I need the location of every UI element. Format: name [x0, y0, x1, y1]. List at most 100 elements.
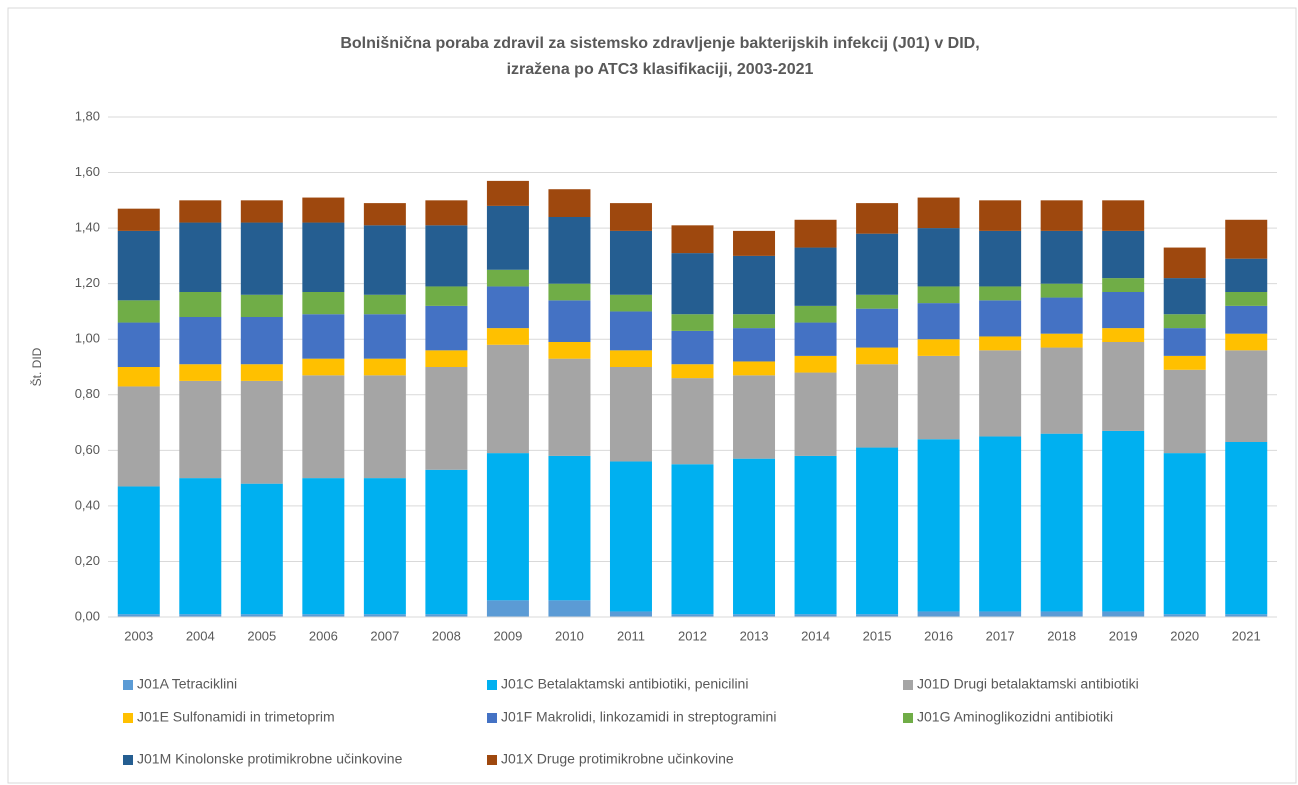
- x-tick-label: 2009: [493, 628, 522, 643]
- bar-segment: [733, 255, 776, 315]
- x-tick-label: 2016: [924, 628, 953, 643]
- bar-segment: [671, 378, 714, 465]
- x-tick-label: 2011: [617, 628, 645, 643]
- legend-label: J01M Kinolonske protimikrobne učinkovine: [137, 751, 403, 767]
- bar-segment: [117, 614, 160, 617]
- bar-segment: [1102, 230, 1145, 279]
- chart-title: Bolnišnična poraba zdravil za sistemsko …: [340, 35, 979, 52]
- y-tick-label: 0,60: [75, 442, 100, 457]
- bar-segment: [917, 286, 960, 304]
- x-tick-label: 2006: [309, 628, 338, 643]
- bar-segment: [240, 380, 283, 484]
- bar-segment: [179, 317, 222, 365]
- bar-segment: [363, 203, 406, 226]
- bar-segment: [1225, 219, 1268, 259]
- x-tick-label: 2019: [1109, 628, 1138, 643]
- bar-segment: [917, 439, 960, 612]
- bar-segment: [1163, 614, 1206, 617]
- bar-segment: [548, 455, 591, 601]
- bar-segment: [856, 308, 899, 348]
- y-tick-label: 0,00: [75, 608, 100, 623]
- bar-segment: [302, 358, 345, 376]
- bar-segment: [1163, 369, 1206, 454]
- bar-segment: [486, 344, 529, 454]
- bar-segment: [302, 292, 345, 315]
- bar-segment: [609, 350, 652, 367]
- bar-segment: [856, 233, 899, 295]
- bar-segment: [486, 205, 529, 270]
- legend-swatch: [487, 755, 497, 765]
- legend-swatch: [123, 713, 133, 723]
- bar-segment: [794, 219, 837, 248]
- bar-segment: [363, 294, 406, 315]
- bar-segment: [1163, 328, 1206, 356]
- bar-segment: [117, 208, 160, 231]
- x-tick-label: 2021: [1232, 628, 1261, 643]
- bar-segment: [486, 600, 529, 617]
- legend-label: J01D Drugi betalaktamski antibiotiki: [917, 676, 1139, 692]
- legend-label: J01X Druge protimikrobne učinkovine: [501, 751, 734, 767]
- x-tick-label: 2015: [863, 628, 892, 643]
- bar-segment: [609, 461, 652, 612]
- bar-segment: [486, 269, 529, 287]
- x-tick-label: 2014: [801, 628, 830, 643]
- bar-segment: [671, 253, 714, 315]
- bar-segment: [1040, 230, 1083, 284]
- bar-segment: [794, 372, 837, 456]
- x-tick-label: 2008: [432, 628, 461, 643]
- bar-segment: [1040, 297, 1083, 334]
- bar-segment: [548, 217, 591, 284]
- legend-swatch: [123, 755, 133, 765]
- bar-segment: [179, 380, 222, 479]
- bar-segment: [425, 350, 468, 367]
- bar-segment: [609, 294, 652, 312]
- bar-segment: [179, 364, 222, 381]
- bar-segment: [425, 305, 468, 351]
- bar-segment: [794, 614, 837, 617]
- bar-segment: [1040, 611, 1083, 617]
- bar-segment: [179, 200, 222, 223]
- y-tick-label: 1,20: [75, 275, 100, 290]
- bar-segment: [302, 197, 345, 223]
- x-tick-label: 2020: [1170, 628, 1199, 643]
- bar-segment: [486, 180, 529, 206]
- bar-segment: [117, 322, 160, 367]
- bar-segment: [548, 342, 591, 359]
- bar-segment: [1163, 453, 1206, 615]
- bar-segment: [609, 230, 652, 295]
- bar-segment: [240, 294, 283, 317]
- bar-segment: [794, 305, 837, 323]
- y-tick-label: 0,80: [75, 386, 100, 401]
- bar-segment: [363, 358, 406, 376]
- bar-segment: [179, 292, 222, 317]
- bar-segment: [302, 478, 345, 615]
- bar-segment: [486, 328, 529, 345]
- x-tick-label: 2018: [1047, 628, 1076, 643]
- x-tick-label: 2012: [678, 628, 707, 643]
- bar-segment: [856, 347, 899, 365]
- x-tick-label: 2007: [370, 628, 399, 643]
- bar-segment: [1040, 433, 1083, 612]
- bar-segment: [917, 197, 960, 229]
- bar-segment: [302, 375, 345, 479]
- bar-segment: [1225, 442, 1268, 615]
- legend-swatch: [487, 680, 497, 690]
- bar-segment: [1225, 350, 1268, 442]
- bar-segment: [363, 478, 406, 615]
- bar-segment: [1163, 247, 1206, 279]
- bar-segment: [917, 228, 960, 287]
- legend-swatch: [487, 713, 497, 723]
- bar-segment: [917, 339, 960, 356]
- bar-segment: [179, 478, 222, 615]
- y-tick-label: 1,40: [75, 220, 100, 235]
- bar-segment: [733, 614, 776, 617]
- bar-segment: [733, 230, 776, 256]
- bar-segment: [1225, 305, 1268, 334]
- bar-segment: [794, 247, 837, 306]
- bar-segment: [1040, 333, 1083, 348]
- bar-segment: [1102, 430, 1145, 612]
- bar-segment: [671, 464, 714, 615]
- bar-segment: [117, 386, 160, 487]
- bar-segment: [733, 458, 776, 615]
